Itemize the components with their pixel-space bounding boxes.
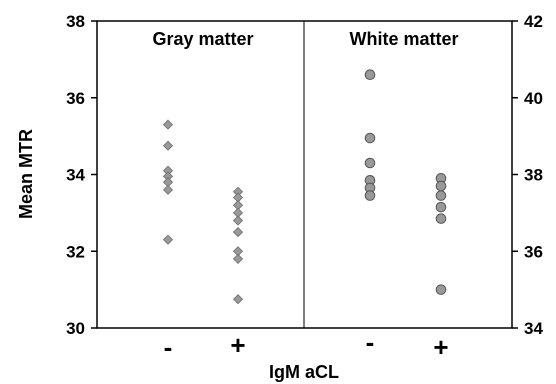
right-tick-label: 38: [524, 166, 543, 185]
data-point-circle: [435, 180, 447, 192]
data-points: [162, 69, 447, 305]
left-tick-label: 36: [66, 89, 85, 108]
data-point-diamond: [232, 226, 244, 238]
category-label: -: [164, 332, 173, 362]
data-point-circle: [435, 284, 447, 295]
category-label: +: [230, 330, 245, 360]
data-point-circle: [364, 69, 376, 81]
data-point-diamond: [162, 119, 174, 130]
data-point-diamond: [162, 140, 174, 151]
right-tick-label: 40: [524, 89, 543, 108]
left-axis: 30 32 34 36 38: [66, 12, 97, 338]
category-label: -: [366, 327, 375, 357]
right-tick-label: 36: [524, 242, 543, 261]
left-tick-label: 38: [66, 12, 85, 31]
data-point-diamond: [232, 253, 244, 264]
data-point-circle: [435, 190, 447, 201]
data-point-circle: [435, 201, 447, 213]
category-label: +: [433, 332, 448, 362]
data-point-diamond: [232, 294, 244, 305]
x-axis-title: IgM aCL: [269, 362, 339, 382]
left-tick-label: 32: [66, 242, 85, 261]
data-point-circle: [364, 132, 376, 144]
data-point-diamond: [162, 234, 174, 245]
data-point-diamond: [232, 215, 244, 226]
right-tick-label: 34: [524, 319, 543, 338]
right-axis: 34 36 38 40 42: [512, 12, 543, 338]
left-tick-label: 30: [66, 319, 85, 338]
data-point-circle: [364, 157, 376, 169]
y-axis-title: Mean MTR: [16, 129, 36, 219]
panel-title-white-matter: White matter: [349, 29, 458, 49]
data-point-circle: [435, 213, 447, 224]
data-point-diamond: [162, 184, 174, 195]
panel-title-gray-matter: Gray matter: [152, 29, 253, 49]
category-labels: - + - +: [164, 327, 449, 362]
data-point-circle: [364, 190, 376, 201]
right-tick-label: 42: [524, 12, 543, 31]
left-tick-label: 34: [66, 166, 85, 185]
